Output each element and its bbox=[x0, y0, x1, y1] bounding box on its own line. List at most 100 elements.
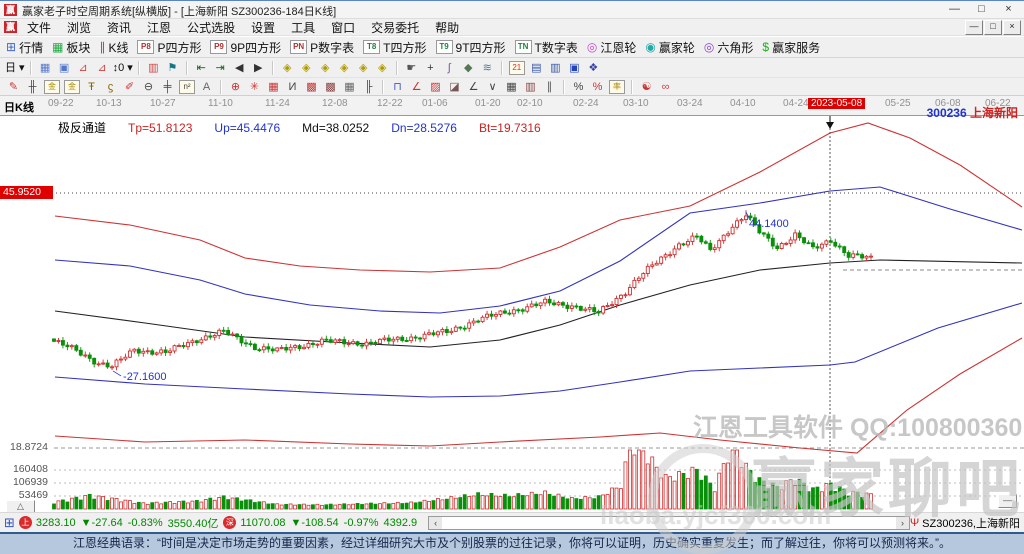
gann-gold-icon[interactable]: 金 bbox=[44, 79, 60, 94]
diamond-v-icon[interactable]: ◈ bbox=[378, 61, 387, 74]
curve-tool-icon[interactable]: ∫ bbox=[447, 61, 451, 74]
vee-line-icon[interactable]: ∨ bbox=[488, 80, 497, 93]
cycle-tool-icon[interactable]: ≋ bbox=[482, 61, 492, 74]
mdi-minimize-button[interactable]: — bbox=[965, 20, 983, 35]
diamond-left-icon[interactable]: ◈ bbox=[283, 61, 292, 74]
t-square-button[interactable]: T8 T四方形 bbox=[363, 39, 427, 56]
spiral-icon[interactable]: ϛ bbox=[107, 80, 114, 93]
ruler-lines-icon[interactable]: ╪ bbox=[163, 80, 172, 93]
quotes-button[interactable]: ⊞ 行情 bbox=[6, 39, 43, 56]
menu-交易委托[interactable]: 交易委托 bbox=[371, 20, 420, 35]
menu-江恩[interactable]: 江恩 bbox=[147, 20, 172, 35]
restore-button[interactable]: □ bbox=[978, 3, 985, 15]
t-number-table-button[interactable]: TN T数字表 bbox=[514, 39, 578, 56]
gann-star-icon[interactable]: ✳ bbox=[249, 80, 260, 93]
notebook-icon[interactable]: ▥ bbox=[550, 61, 561, 74]
menu-窗口[interactable]: 窗口 bbox=[331, 20, 356, 35]
gann-circle-icon[interactable]: ⊕ bbox=[230, 80, 241, 93]
menu-帮助[interactable]: 帮助 bbox=[435, 20, 460, 35]
percent-red-icon[interactable]: % bbox=[592, 80, 603, 93]
angle-pencil-icon[interactable]: ✐ bbox=[124, 80, 135, 93]
p-square-button[interactable]: P8 P四方形 bbox=[137, 39, 201, 56]
infinity-icon[interactable]: ∞ bbox=[661, 80, 670, 93]
diamond-down-icon[interactable]: ◈ bbox=[359, 61, 368, 74]
parallel-lines-icon[interactable]: ∥ bbox=[546, 80, 553, 93]
golden-ratio-icon[interactable]: 率 bbox=[609, 79, 625, 94]
grid-box-icon[interactable]: ▦ bbox=[344, 80, 355, 93]
prev-bar-icon[interactable]: ◀ bbox=[235, 61, 244, 74]
mdi-close-button[interactable]: × bbox=[1003, 20, 1021, 35]
calculator-icon[interactable]: ▤ bbox=[531, 61, 542, 74]
diamond-up-icon[interactable]: ◈ bbox=[340, 61, 349, 74]
chart-area[interactable]: 44.1400 -27.1600 极反通道 Tp=51.8123 Up=45.4476… bbox=[0, 116, 1024, 514]
kline-canvas[interactable]: 44.1400 -27.1600 bbox=[0, 116, 1024, 512]
diamond-right-icon[interactable]: ◈ bbox=[302, 61, 311, 74]
multi-chart-icon[interactable]: ▦ bbox=[39, 61, 51, 74]
gann-wheel-button[interactable]: ◎ 江恩轮 bbox=[587, 39, 637, 56]
flag-icon[interactable]: ⚑ bbox=[167, 61, 178, 74]
circle-minus-icon[interactable]: ⊖ bbox=[143, 80, 154, 93]
crosshair-tool-icon[interactable]: + bbox=[427, 61, 434, 74]
minimize-pane-button[interactable]: — bbox=[998, 494, 1017, 508]
half-box-icon[interactable]: ◪ bbox=[449, 80, 460, 93]
gann-f-icon[interactable]: Ŧ bbox=[88, 80, 95, 93]
scale-dropdown[interactable]: ↕0 ▾ bbox=[112, 61, 133, 74]
hatch-lines-icon[interactable]: ╫ bbox=[28, 80, 37, 93]
scroll-right-arrow[interactable]: › bbox=[895, 516, 909, 529]
channel-icon[interactable]: ⊓ bbox=[393, 80, 402, 93]
menu-资讯[interactable]: 资讯 bbox=[107, 20, 132, 35]
wave-count-icon[interactable]: И bbox=[288, 80, 297, 93]
menu-设置[interactable]: 设置 bbox=[251, 20, 276, 35]
a-ruler-icon[interactable]: A bbox=[202, 80, 211, 93]
menu-文件[interactable]: 文件 bbox=[27, 20, 52, 35]
menu-浏览[interactable]: 浏览 bbox=[67, 20, 92, 35]
gann-box-icon[interactable]: ▦ bbox=[268, 80, 279, 93]
shenzhen-index-icon[interactable]: 深 bbox=[223, 516, 237, 529]
time-box-icon[interactable]: ▩ bbox=[325, 80, 336, 93]
next-bar-icon[interactable]: ▶ bbox=[254, 61, 263, 74]
sectors-button[interactable]: ▦ 板块 bbox=[52, 39, 90, 56]
price-box-icon[interactable]: ▩ bbox=[306, 80, 317, 93]
range-marker-icon[interactable]: ╟ bbox=[364, 80, 373, 93]
shaded-box-icon[interactable]: ▨ bbox=[430, 80, 441, 93]
close-button[interactable]: × bbox=[1005, 3, 1012, 15]
angle-line-icon[interactable]: ∠ bbox=[468, 80, 479, 93]
p-number-table-button[interactable]: PN P数字表 bbox=[290, 39, 354, 56]
winner-service-button[interactable]: $ 赢家服务 bbox=[762, 39, 820, 56]
menu-工具[interactable]: 工具 bbox=[291, 20, 316, 35]
minimize-button[interactable]: — bbox=[949, 3, 960, 15]
stock-code-label: 300236 上海新阳 bbox=[927, 104, 1018, 121]
grid2-icon[interactable]: ▦ bbox=[506, 80, 517, 93]
grid3-icon[interactable]: ▥ bbox=[525, 80, 536, 93]
quote-grid-icon[interactable]: ⊞ bbox=[4, 514, 15, 530]
delivery-icon[interactable]: ❖ bbox=[588, 61, 599, 74]
diamond-h-icon[interactable]: ◈ bbox=[321, 61, 330, 74]
winner-wheel-button[interactable]: ◉ 赢家轮 bbox=[645, 39, 695, 56]
mini-kline-icon[interactable]: ⊿ bbox=[78, 61, 88, 74]
yinyang-icon[interactable]: ☯ bbox=[641, 80, 652, 93]
n-squared-icon[interactable]: n² bbox=[179, 79, 195, 94]
nine-p-square-button[interactable]: P9 9P四方形 bbox=[210, 39, 281, 56]
shanghai-index-icon[interactable]: 上 bbox=[18, 516, 32, 529]
kline-button[interactable]: ∥ K线 bbox=[99, 39, 128, 56]
percent-icon[interactable]: % bbox=[573, 80, 584, 93]
nine-t-square-button[interactable]: T9 9T四方形 bbox=[435, 39, 506, 56]
gann-gold2-icon[interactable]: 金 bbox=[64, 79, 80, 94]
calendar-icon[interactable]: 21 bbox=[508, 60, 525, 75]
gann-fan-icon[interactable]: ∠ bbox=[411, 80, 422, 93]
period-day-dropdown[interactable]: 日 ▾ bbox=[5, 61, 25, 74]
report-icon[interactable]: ▣ bbox=[58, 61, 70, 74]
goto-end-icon[interactable]: ⇥ bbox=[215, 61, 225, 74]
goto-start-icon[interactable]: ⇤ bbox=[196, 61, 206, 74]
hand-tool-icon[interactable]: ☛ bbox=[406, 61, 417, 74]
menu-公式选股[interactable]: 公式选股 bbox=[187, 20, 236, 35]
kline-grid-icon[interactable]: ▥ bbox=[148, 61, 159, 74]
pencil-tool-icon[interactable]: ✎ bbox=[8, 80, 19, 93]
horizontal-scrollbar[interactable]: ‹ › bbox=[428, 515, 910, 530]
chip-tool-icon[interactable]: ◆ bbox=[464, 61, 473, 74]
scroll-left-arrow[interactable]: ‹ bbox=[429, 516, 443, 529]
mini-kline-icon-2[interactable]: ⊿ bbox=[97, 61, 107, 74]
mdi-restore-button[interactable]: □ bbox=[984, 20, 1002, 35]
hexagon-button[interactable]: ◎ 六角形 bbox=[704, 39, 754, 56]
save-icon[interactable]: ▣ bbox=[569, 61, 580, 74]
